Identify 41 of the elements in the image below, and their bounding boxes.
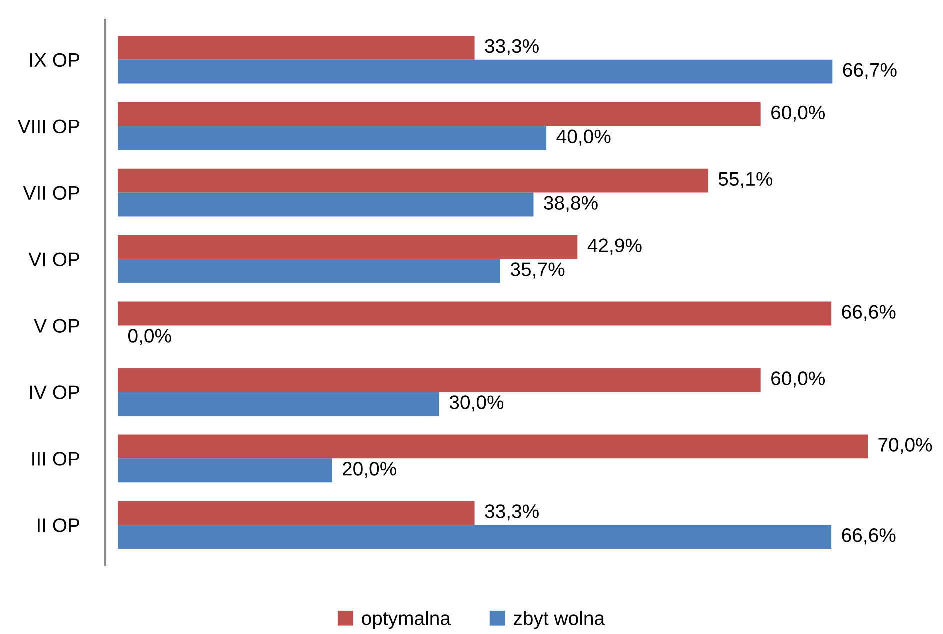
bar <box>118 235 578 260</box>
data-label: 30,0% <box>450 396 504 412</box>
y-tick-label: VIII OP <box>18 120 80 134</box>
data-label: 70,0% <box>878 438 932 454</box>
data-label: 66,7% <box>843 63 897 80</box>
data-label: 0,0% <box>128 329 172 346</box>
bar <box>118 126 547 150</box>
bar <box>118 458 332 483</box>
bar <box>118 392 440 416</box>
bar <box>118 168 708 193</box>
y-tick-label: II OP <box>38 518 80 532</box>
bar <box>118 302 832 326</box>
y-tick-label: IX OP <box>30 53 80 68</box>
data-label: 60,0% <box>772 106 826 122</box>
y-tick-label: VII OP <box>23 186 80 200</box>
y-tick-label: V OP <box>34 319 80 333</box>
data-label: 42,9% <box>588 238 642 255</box>
bar <box>118 36 475 60</box>
y-tick-label: III OP <box>32 452 80 466</box>
bar <box>118 525 832 550</box>
data-label: 35,7% <box>510 262 565 279</box>
bar <box>118 434 868 459</box>
data-label: 40,0% <box>556 130 611 146</box>
bar <box>118 501 475 526</box>
data-label: 33,3% <box>485 39 539 56</box>
data-label: 20,0% <box>342 462 396 478</box>
bar <box>118 368 761 392</box>
data-label: 60,0% <box>772 372 826 388</box>
data-label: 33,3% <box>485 504 539 521</box>
bar <box>118 192 534 217</box>
data-label: 55,1% <box>718 172 773 188</box>
data-label: 66,6% <box>842 528 896 545</box>
data-label: 38,8% <box>544 196 598 212</box>
bar <box>118 60 833 84</box>
y-tick-label: IV OP <box>30 386 80 400</box>
bar <box>118 102 761 126</box>
bar <box>118 259 500 284</box>
legend-label: zbyt wolna <box>514 611 606 630</box>
y-tick-label: VI OP <box>28 252 80 267</box>
legend-label: optymalna <box>362 611 451 630</box>
data-label: 66,6% <box>842 305 896 322</box>
